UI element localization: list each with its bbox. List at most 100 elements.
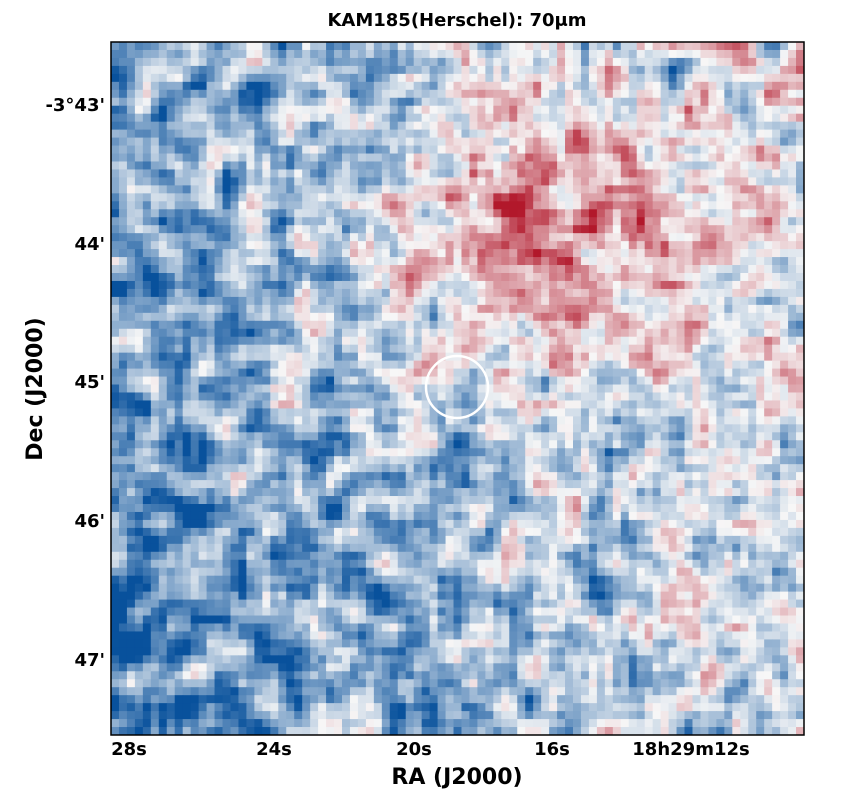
heatmap-cell [668,241,678,250]
heatmap-cell [445,89,455,99]
heatmap-cell [517,344,526,354]
heatmap-cell [557,257,566,266]
heatmap-cell [596,217,606,226]
heatmap-cell [604,368,614,378]
heatmap-cell [620,408,630,417]
heatmap-cell [381,81,391,91]
heatmap-cell [628,121,638,131]
heatmap-cell [620,273,630,282]
heatmap-cell [748,488,757,497]
heatmap-cell [278,65,287,75]
heatmap-cell [756,296,765,306]
heatmap-cell [644,432,654,441]
heatmap-cell [525,408,534,417]
heatmap-cell [573,97,582,107]
heatmap-cell [780,105,789,115]
heatmap-cell [118,304,128,314]
heatmap-cell [716,304,725,314]
heatmap-cell [740,336,749,346]
heatmap-cell [684,105,693,115]
heatmap-cell [668,153,678,162]
heatmap-cell [740,448,749,457]
heatmap-cell [437,73,447,83]
heatmap-cell [533,121,542,131]
heatmap-cell [397,129,407,139]
heatmap-cell [254,288,263,298]
heatmap-cell [509,384,518,393]
heatmap-cell [620,296,630,306]
heatmap-cell [461,105,470,115]
heatmap-cell [684,49,693,59]
heatmap-cell [692,105,701,115]
heatmap-cell [254,312,263,322]
heatmap-cell [708,488,717,497]
heatmap-cell [111,464,120,473]
heatmap-cell [517,424,526,433]
heatmap-cell [676,65,686,75]
heatmap-cell [453,400,462,409]
heatmap-cell [286,249,295,258]
heatmap-cell [405,217,415,226]
heatmap-cell [565,376,574,386]
heatmap-cell [310,392,319,401]
heatmap-cell [676,328,686,338]
heatmap-cell [469,105,478,115]
heatmap-cell [668,408,678,417]
heatmap-cell [230,153,239,162]
heatmap-cell [318,288,327,298]
heatmap-cell [700,368,709,378]
heatmap-cell [748,448,757,457]
heatmap-cell [111,488,120,497]
heatmap-cell [628,89,638,99]
heatmap-cell [700,320,709,330]
heatmap-cell [126,225,136,234]
heatmap-cell [660,424,670,433]
heatmap-cell [788,408,797,417]
heatmap-cell [254,97,263,107]
heatmap-cell [620,488,630,497]
heatmap-cell [525,376,534,386]
heatmap-cell [126,129,136,139]
heatmap-cell [310,193,319,202]
heatmap-cell [485,280,494,290]
heatmap-cell [349,496,359,505]
heatmap-cell [174,448,184,457]
heatmap-cell [118,265,128,274]
heatmap-cell [684,273,693,282]
heatmap-cell [612,320,622,330]
heatmap-cell [342,480,351,489]
heatmap-cell [262,488,271,497]
heatmap-cell [772,273,781,282]
heatmap-cell [373,209,383,218]
heatmap-cell [421,121,431,131]
heatmap-cell [573,464,582,473]
heatmap-cell [565,296,574,306]
heatmap-cell [397,352,407,362]
heatmap-cell [557,129,566,139]
heatmap-cell [724,201,733,210]
heatmap-cell [509,49,518,59]
heatmap-cell [596,312,606,322]
heatmap-cell [445,400,455,409]
heatmap-cell [214,113,224,123]
heatmap-cell [206,448,216,457]
heatmap-cell [772,320,781,330]
heatmap-cell [469,57,478,67]
heatmap-cell [668,360,678,370]
heatmap-cell [302,472,311,481]
heatmap-cell [413,97,423,107]
heatmap-cell [525,193,534,202]
heatmap-cell [740,177,749,186]
heatmap-cell [612,209,622,218]
heatmap-cell [644,440,654,449]
heatmap-cell [262,57,271,67]
heatmap-cell [517,360,526,370]
heatmap-cell [501,113,510,123]
heatmap-cell [389,288,399,298]
heatmap-cell [357,488,367,497]
heatmap-cell [700,209,709,218]
heatmap-cell [453,432,462,441]
heatmap-cell [533,432,542,441]
heatmap-cell [405,65,415,75]
heatmap-cell [214,209,224,218]
